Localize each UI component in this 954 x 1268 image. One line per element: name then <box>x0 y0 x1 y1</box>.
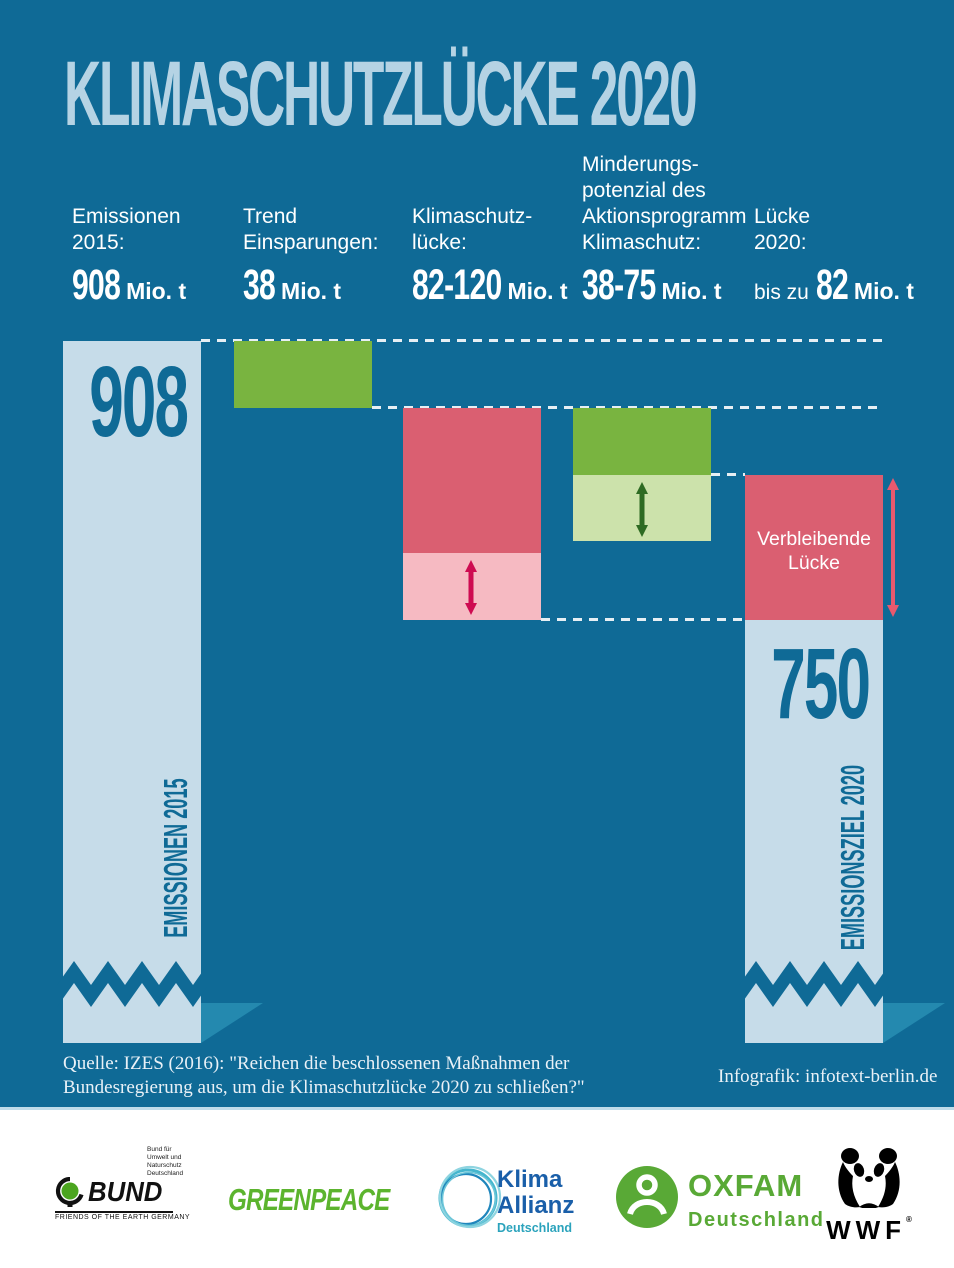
range-arrow-klimaschutzluecke <box>463 560 479 615</box>
bund-wordmark: BUND <box>55 1176 173 1213</box>
wwf-panda-icon <box>838 1148 900 1209</box>
remaining-gap-label: Verbleibende Lücke <box>757 528 871 574</box>
axis-label-text: EMISSIONSZIEL 2020 <box>834 765 871 951</box>
value-unit: Mio. t <box>126 278 187 304</box>
value-unit: Mio. t <box>853 278 914 304</box>
value-number: 82-120 <box>412 261 502 309</box>
bar-trend-einsparungen <box>234 341 372 408</box>
logo-greenpeace: GREENPEACE <box>228 1182 435 1218</box>
bar-value-750: 750 <box>771 628 871 740</box>
guide-line-potential-level <box>711 473 745 476</box>
source-text: Quelle: IZES (2016): "Reichen die beschl… <box>63 1053 585 1098</box>
guide-line-after-trend <box>372 406 883 409</box>
column-header-minderungspotenzial: Minderungs- potenzial des Aktionsprogram… <box>582 153 754 307</box>
column-label: Trend Einsparungen: <box>243 205 379 254</box>
column-label: Minderungs- potenzial des Aktionsprogram… <box>582 153 747 254</box>
axis-label-text: EMISSIONEN 2015 <box>157 778 194 938</box>
bar-minderungspotenzial-min <box>573 408 711 475</box>
infographic-credit: Infografik: infotext-berlin.de <box>718 1066 938 1087</box>
column-value: 38 Mio. t <box>243 264 415 307</box>
guide-line-target-level <box>541 618 745 621</box>
logo-wwf: WWF® <box>826 1148 912 1246</box>
value-unit: Mio. t <box>661 278 722 304</box>
klima-allianz-icon <box>438 1165 502 1229</box>
bund-icon <box>55 1177 84 1207</box>
bund-full-name: Bund für Umwelt und Naturschutz Deutschl… <box>147 1146 184 1177</box>
ribbon-fold-right <box>883 1003 945 1043</box>
axis-label-emissionsziel-2020: EMISSIONSZIEL 2020 <box>833 678 873 1038</box>
column-label: Klimaschutz- lücke: <box>412 205 533 254</box>
wwf-name: WWF® <box>826 1215 912 1246</box>
column-value: 82-120 Mio. t <box>412 264 584 307</box>
column-label: Lücke 2020: <box>754 205 811 254</box>
logo-klima-allianz: Klima Allianz Deutschland <box>435 1163 635 1236</box>
oxfam-wordmark: OXFAM Deutschland <box>688 1168 825 1232</box>
column-header-luecke-2020: Lücke 2020: bis zu 82 Mio. t <box>754 170 926 307</box>
ribbon-fold-left <box>201 1003 263 1043</box>
range-arrow-minderungspotenzial <box>634 482 650 537</box>
page-title: KLIMASCHUTZLÜCKE 2020 <box>64 43 698 145</box>
greenpeace-wordmark: GREENPEACE <box>228 1182 390 1217</box>
bar-value-908: 908 <box>89 346 189 458</box>
bund-subtitle: FRIENDS OF THE EARTH GERMANY <box>55 1214 191 1221</box>
logo-bund: Bund für Umwelt und Naturschutz Deutschl… <box>55 1146 190 1226</box>
bar-break-zigzag-right <box>739 953 889 1013</box>
klima-allianz-wordmark: Klima Allianz Deutschland <box>497 1166 575 1236</box>
column-header-trend-einsparungen: Trend Einsparungen: 38 Mio. t <box>243 170 415 307</box>
waterfall-chart: 908 750 Verbleibende Lücke EMISSIONEN 2015 E… <box>57 339 945 1043</box>
oxfam-deutschland: Deutschland <box>688 1209 825 1231</box>
column-header-emissionen-2015: Emissionen 2015: 908 Mio. t <box>72 170 244 307</box>
klima-line: Klima <box>497 1166 563 1193</box>
value-unit: Mio. t <box>281 278 342 304</box>
value-unit: Mio. t <box>507 278 568 304</box>
bar-klimaschutzluecke-min <box>403 408 541 553</box>
bund-name: BUND <box>88 1176 163 1207</box>
value-number: 38 <box>243 261 276 309</box>
column-value: bis zu 82 Mio. t <box>754 264 926 307</box>
klima-deutschland-line: Deutschland <box>497 1221 573 1235</box>
logo-oxfam: OXFAM Deutschland <box>616 1166 836 1236</box>
bar-emissionen-2015 <box>63 341 201 1043</box>
logo-footer: Bund für Umwelt und Naturschutz Deutschl… <box>0 1107 954 1268</box>
column-value: 908 Mio. t <box>72 264 244 307</box>
column-label: Emissionen 2015: <box>72 205 181 254</box>
bar-break-zigzag-left <box>57 953 207 1013</box>
value-number: 82 <box>815 261 849 309</box>
column-value: 38-75 Mio. t <box>582 264 754 307</box>
oxfam-name: OXFAM <box>688 1168 804 1203</box>
value-prefix: bis zu <box>754 281 809 304</box>
column-header-klimaschutzluecke: Klimaschutz- lücke: 82-120 Mio. t <box>412 170 584 307</box>
value-number: 38-75 <box>582 261 656 309</box>
bar-verbleibende-luecke <box>745 475 883 620</box>
guide-line-start-level <box>201 339 883 342</box>
oxfam-icon <box>616 1166 678 1228</box>
axis-label-emissionen-2015: EMISSIONEN 2015 <box>156 678 196 1038</box>
range-arrow-verbleibende-luecke <box>885 478 901 617</box>
value-number: 908 <box>72 261 121 309</box>
allianz-line: Allianz <box>497 1192 575 1219</box>
wwf-wordmark: WWF <box>826 1215 907 1245</box>
registered-mark: ® <box>906 1215 912 1224</box>
